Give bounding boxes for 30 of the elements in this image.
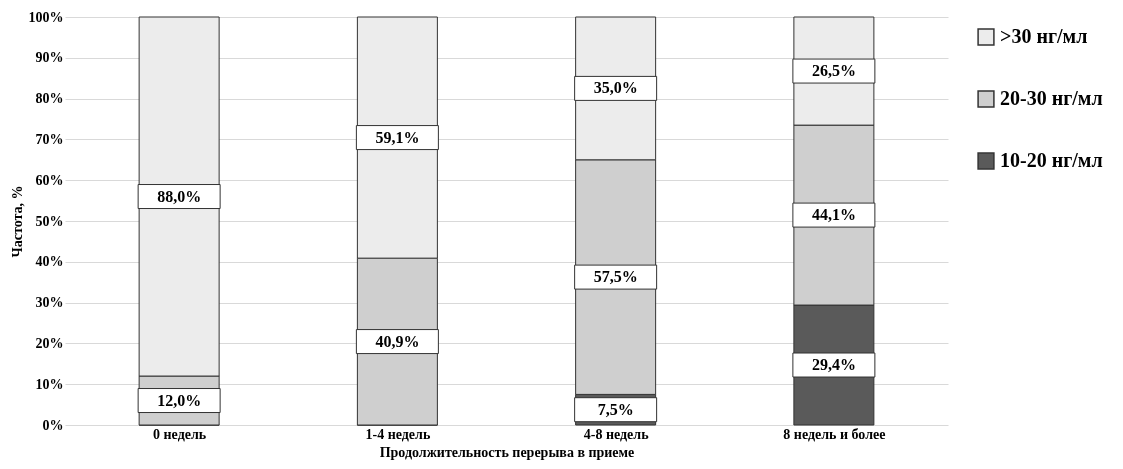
- y-tick-label: 70%: [35, 131, 64, 147]
- y-tick-label: 0%: [42, 417, 64, 433]
- legend-label: 10-20 нг/мл: [1000, 149, 1103, 171]
- data-label: 88,0%: [157, 187, 202, 205]
- x-tick-label: 0 недель: [153, 426, 207, 442]
- y-tick-label: 90%: [35, 50, 64, 66]
- legend-label: >30 нг/мл: [1000, 25, 1088, 47]
- data-label: 40,9%: [375, 332, 420, 350]
- data-label: 7,5%: [597, 400, 634, 418]
- x-axis-title: Продолжительность перерыва в приеме: [379, 444, 635, 460]
- data-label: 35,0%: [593, 79, 638, 97]
- data-label: 59,1%: [375, 128, 420, 146]
- y-tick-label: 30%: [35, 295, 64, 311]
- y-tick-label: 20%: [35, 335, 64, 351]
- y-tick-label: 40%: [35, 254, 64, 270]
- y-tick-label: 10%: [35, 376, 64, 392]
- data-label: 12,0%: [157, 391, 202, 409]
- x-tick-label: 1-4 недель: [365, 426, 431, 442]
- y-axis-title: Частота, %: [9, 185, 25, 258]
- x-tick-label: 4-8 недель: [583, 426, 650, 442]
- data-label: 29,4%: [811, 356, 856, 374]
- y-tick-label: 100%: [28, 9, 64, 25]
- y-tick-label: 50%: [35, 213, 64, 229]
- data-label: 57,5%: [593, 268, 638, 286]
- x-tick-label: 8 недель и более: [783, 426, 886, 442]
- y-tick-label: 80%: [35, 91, 64, 107]
- y-tick-label: 60%: [35, 172, 64, 188]
- data-label: 44,1%: [811, 206, 856, 224]
- legend-label: 20-30 нг/мл: [1000, 87, 1103, 109]
- data-label: 26,5%: [811, 62, 856, 80]
